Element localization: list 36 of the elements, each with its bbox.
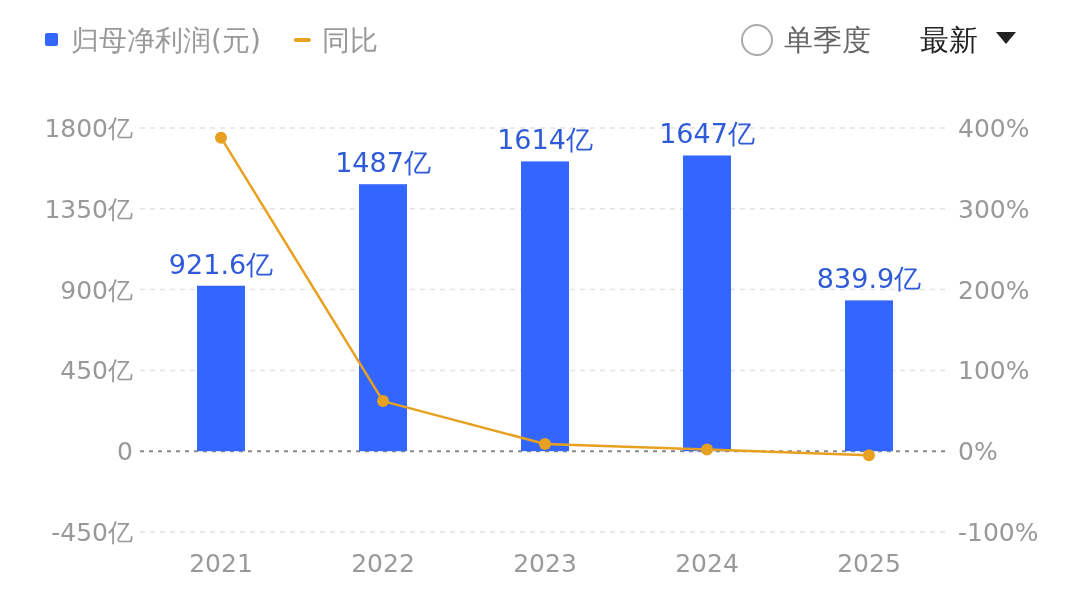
bar <box>359 184 407 452</box>
y-tick-label: 0 <box>117 437 133 467</box>
data-label: 839.9亿 <box>816 263 922 295</box>
bar <box>683 155 731 452</box>
x-tick-label: 2024 <box>675 549 739 578</box>
y-tick-label: 900亿 <box>60 275 133 305</box>
y2-tick-label: 100% <box>958 356 1030 386</box>
legend-label: 归母净利润(元) <box>71 24 261 57</box>
y2-tick-label: -100% <box>958 518 1039 547</box>
data-label: 1614亿 <box>497 124 593 156</box>
x-tick-label: 2022 <box>351 549 415 578</box>
x-tick-label: 2021 <box>189 549 253 578</box>
point <box>701 443 713 456</box>
bar <box>845 300 893 452</box>
y-tick-label: 1350亿 <box>44 194 133 224</box>
data-label: 1647亿 <box>659 118 755 150</box>
y-tick-label: 450亿 <box>60 356 133 386</box>
x-tick-label: 2023 <box>513 549 577 578</box>
y2-tick-label: 0% <box>958 437 998 467</box>
text: 最新 <box>920 23 978 57</box>
point <box>539 437 551 450</box>
y-tick-label: -450亿 <box>51 518 133 547</box>
data-label: 921.6亿 <box>168 248 274 280</box>
y2-tick-label: 400% <box>958 114 1030 143</box>
data-label: 1487亿 <box>335 147 431 179</box>
text: 单季度 <box>784 23 871 57</box>
point <box>377 395 389 408</box>
legend-label: 同比 <box>321 24 378 57</box>
point <box>863 449 875 462</box>
bar <box>521 161 569 452</box>
bar <box>197 285 245 452</box>
y2-tick-label: 200% <box>958 275 1030 305</box>
x-tick-label: 2025 <box>837 549 901 578</box>
y-tick-label: 1800亿 <box>44 114 133 143</box>
point <box>215 131 227 144</box>
y2-tick-label: 300% <box>958 194 1030 224</box>
